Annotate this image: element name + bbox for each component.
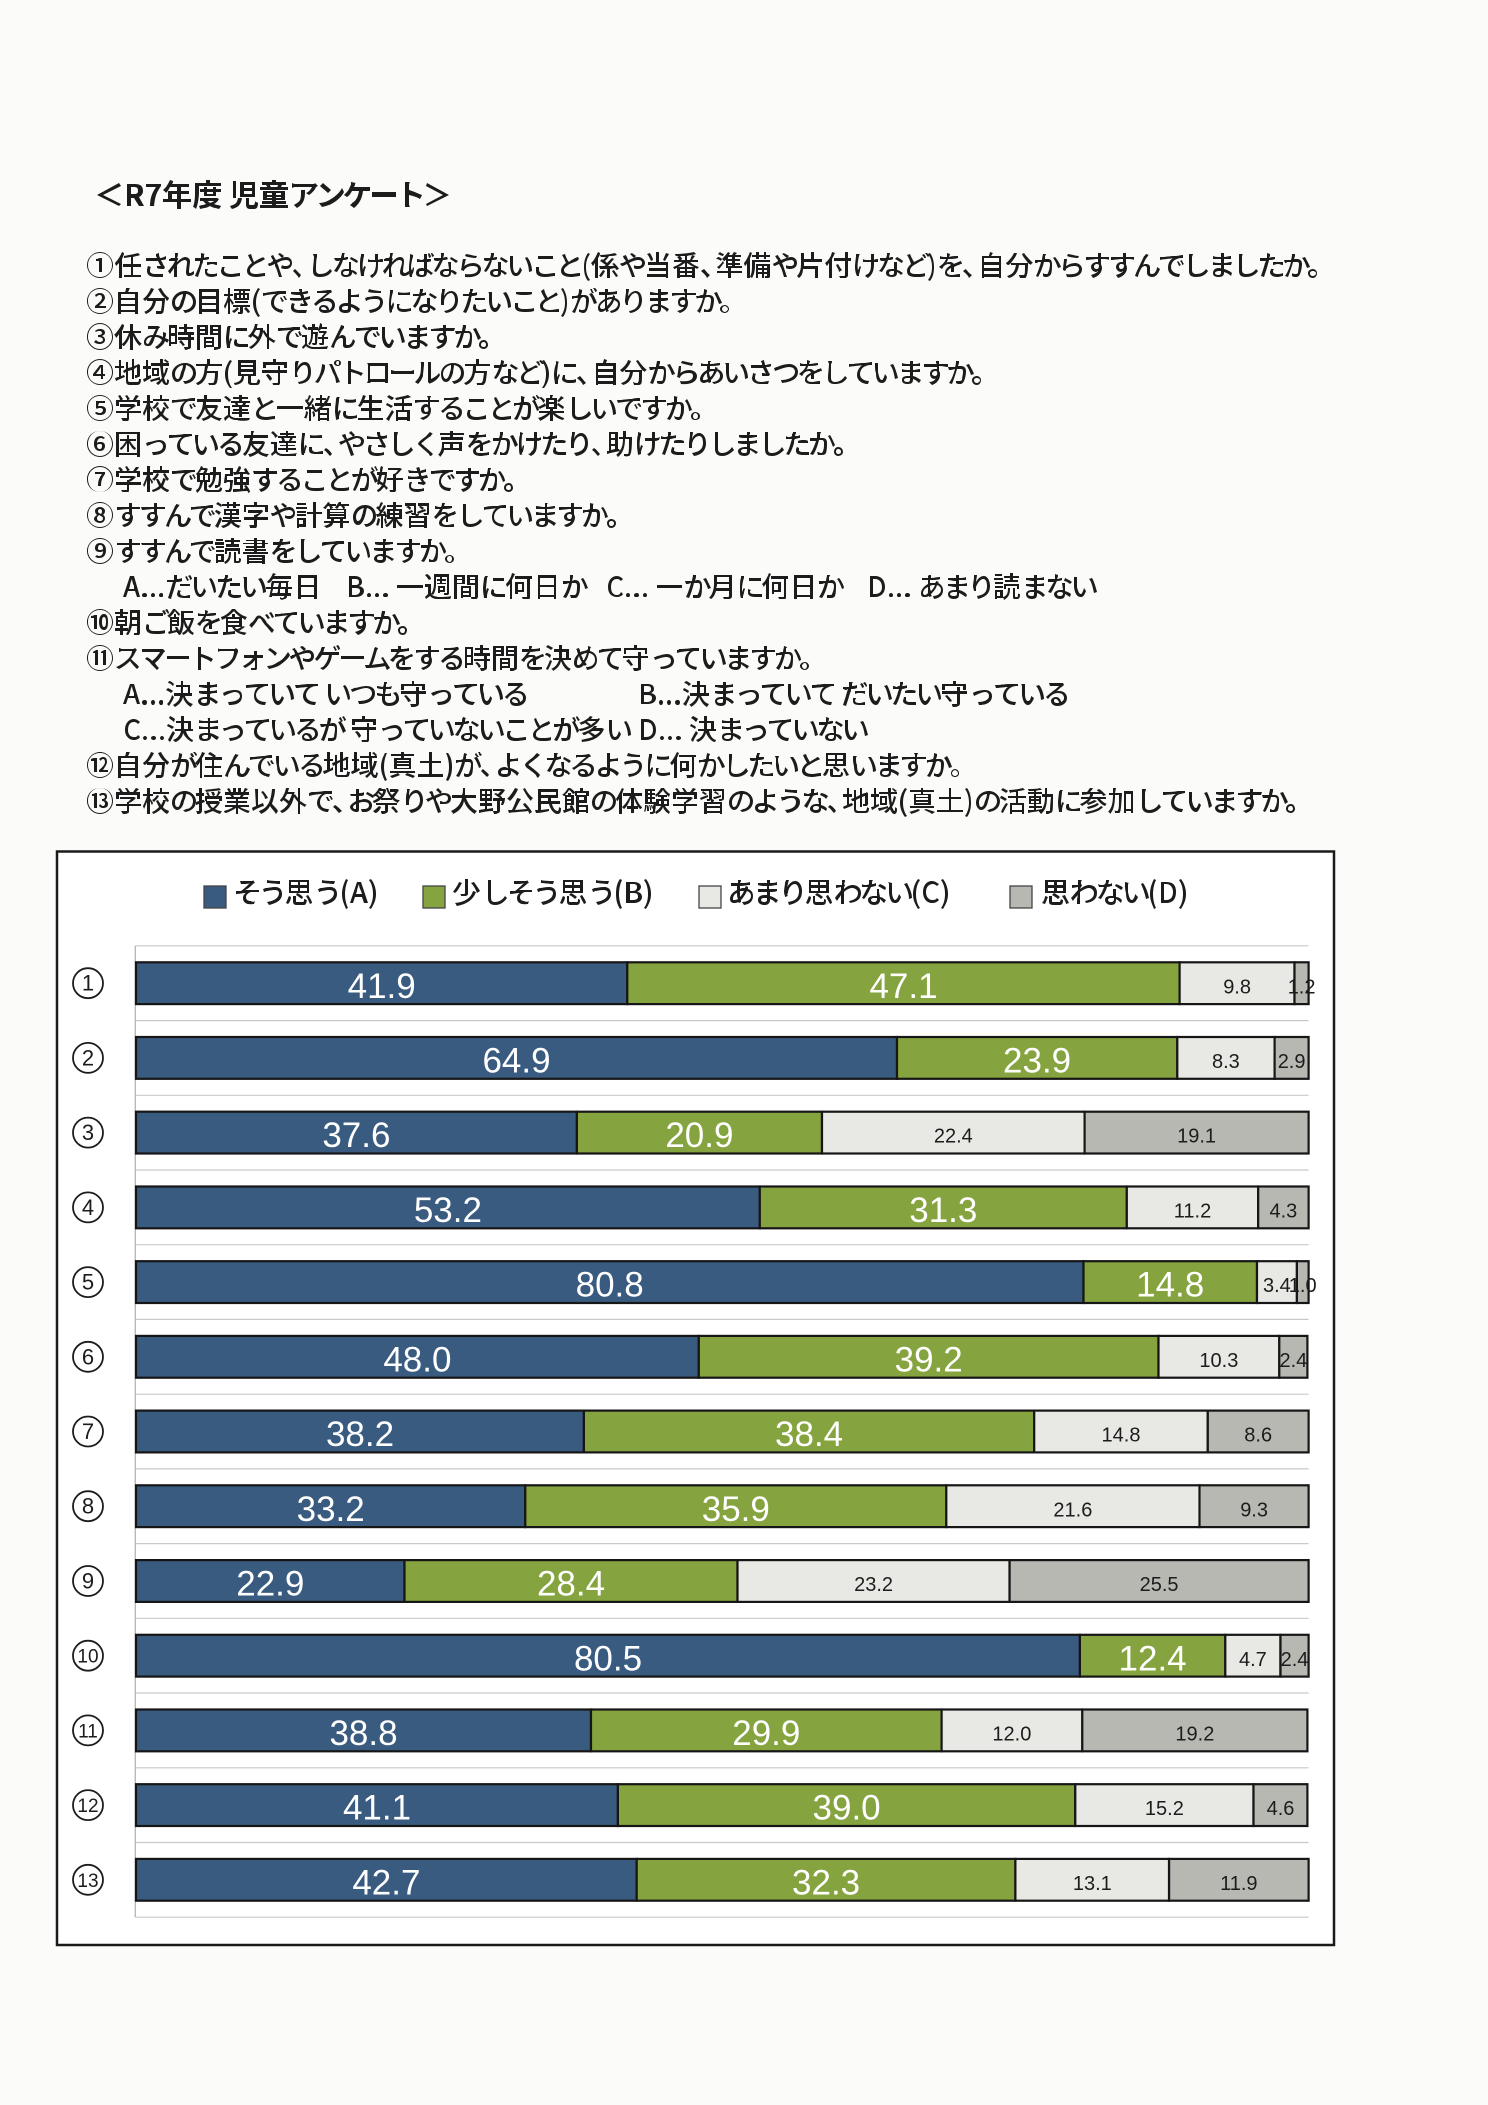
svg-text:11.2: 11.2 <box>1174 1201 1211 1223</box>
svg-text:80.5: 80.5 <box>574 1639 642 1678</box>
svg-text:2: 2 <box>82 1045 94 1070</box>
svg-text:8.3: 8.3 <box>1212 1051 1240 1073</box>
svg-text:19.1: 19.1 <box>1177 1126 1216 1148</box>
svg-text:37.6: 37.6 <box>322 1116 390 1155</box>
svg-text:2.4: 2.4 <box>1281 1649 1309 1671</box>
svg-text:32.3: 32.3 <box>792 1863 860 1902</box>
svg-text:6: 6 <box>82 1344 94 1369</box>
svg-text:1.0: 1.0 <box>1289 1275 1317 1297</box>
svg-text:20.9: 20.9 <box>665 1116 733 1155</box>
svg-text:5: 5 <box>82 1270 94 1295</box>
svg-text:35.9: 35.9 <box>702 1490 770 1529</box>
svg-text:10: 10 <box>77 1647 98 1668</box>
svg-text:1.2: 1.2 <box>1288 976 1316 998</box>
svg-text:19.2: 19.2 <box>1175 1724 1214 1746</box>
svg-text:23.9: 23.9 <box>1003 1042 1071 1081</box>
svg-text:7: 7 <box>82 1419 94 1444</box>
svg-text:13: 13 <box>77 1871 98 1892</box>
svg-text:3.4: 3.4 <box>1263 1275 1291 1297</box>
svg-text:12: 12 <box>77 1796 98 1817</box>
svg-text:8: 8 <box>82 1494 94 1519</box>
svg-text:12.4: 12.4 <box>1119 1639 1187 1678</box>
svg-text:28.4: 28.4 <box>537 1565 605 1604</box>
svg-text:4.6: 4.6 <box>1267 1798 1295 1820</box>
svg-text:9: 9 <box>82 1569 94 1594</box>
svg-text:42.7: 42.7 <box>352 1863 420 1902</box>
svg-text:1: 1 <box>82 971 94 996</box>
svg-text:41.1: 41.1 <box>343 1789 411 1828</box>
svg-text:15.2: 15.2 <box>1145 1798 1184 1820</box>
svg-text:64.9: 64.9 <box>482 1042 550 1081</box>
svg-text:9.8: 9.8 <box>1223 976 1251 998</box>
svg-text:33.2: 33.2 <box>297 1490 365 1529</box>
svg-text:4: 4 <box>82 1195 94 1220</box>
svg-text:31.3: 31.3 <box>909 1191 977 1230</box>
svg-text:22.4: 22.4 <box>934 1126 973 1148</box>
svg-text:11.9: 11.9 <box>1220 1873 1257 1895</box>
svg-text:39.0: 39.0 <box>813 1789 881 1828</box>
svg-text:39.2: 39.2 <box>895 1340 963 1379</box>
svg-text:4.3: 4.3 <box>1269 1201 1297 1223</box>
svg-text:23.2: 23.2 <box>854 1574 893 1596</box>
svg-text:25.5: 25.5 <box>1140 1574 1179 1596</box>
svg-text:48.0: 48.0 <box>383 1340 451 1379</box>
svg-text:9.3: 9.3 <box>1240 1499 1268 1521</box>
svg-text:13.1: 13.1 <box>1073 1873 1112 1895</box>
svg-text:2.9: 2.9 <box>1278 1051 1306 1073</box>
svg-text:2.4: 2.4 <box>1279 1350 1307 1372</box>
svg-text:4.7: 4.7 <box>1239 1649 1267 1671</box>
svg-text:41.9: 41.9 <box>348 967 416 1006</box>
svg-text:80.8: 80.8 <box>576 1266 644 1305</box>
svg-text:12.0: 12.0 <box>992 1724 1031 1746</box>
svg-text:10.3: 10.3 <box>1199 1350 1238 1372</box>
svg-text:11: 11 <box>78 1721 98 1742</box>
svg-text:29.9: 29.9 <box>732 1714 800 1753</box>
svg-text:53.2: 53.2 <box>414 1191 482 1230</box>
svg-text:38.4: 38.4 <box>775 1415 843 1454</box>
svg-text:38.2: 38.2 <box>326 1415 394 1454</box>
svg-text:8.6: 8.6 <box>1244 1425 1272 1447</box>
svg-text:38.8: 38.8 <box>329 1714 397 1753</box>
svg-text:3: 3 <box>82 1120 94 1145</box>
svg-text:14.8: 14.8 <box>1136 1266 1204 1305</box>
svg-text:47.1: 47.1 <box>869 967 937 1006</box>
svg-text:21.6: 21.6 <box>1053 1499 1092 1521</box>
svg-text:22.9: 22.9 <box>236 1565 304 1604</box>
svg-text:14.8: 14.8 <box>1102 1425 1141 1447</box>
